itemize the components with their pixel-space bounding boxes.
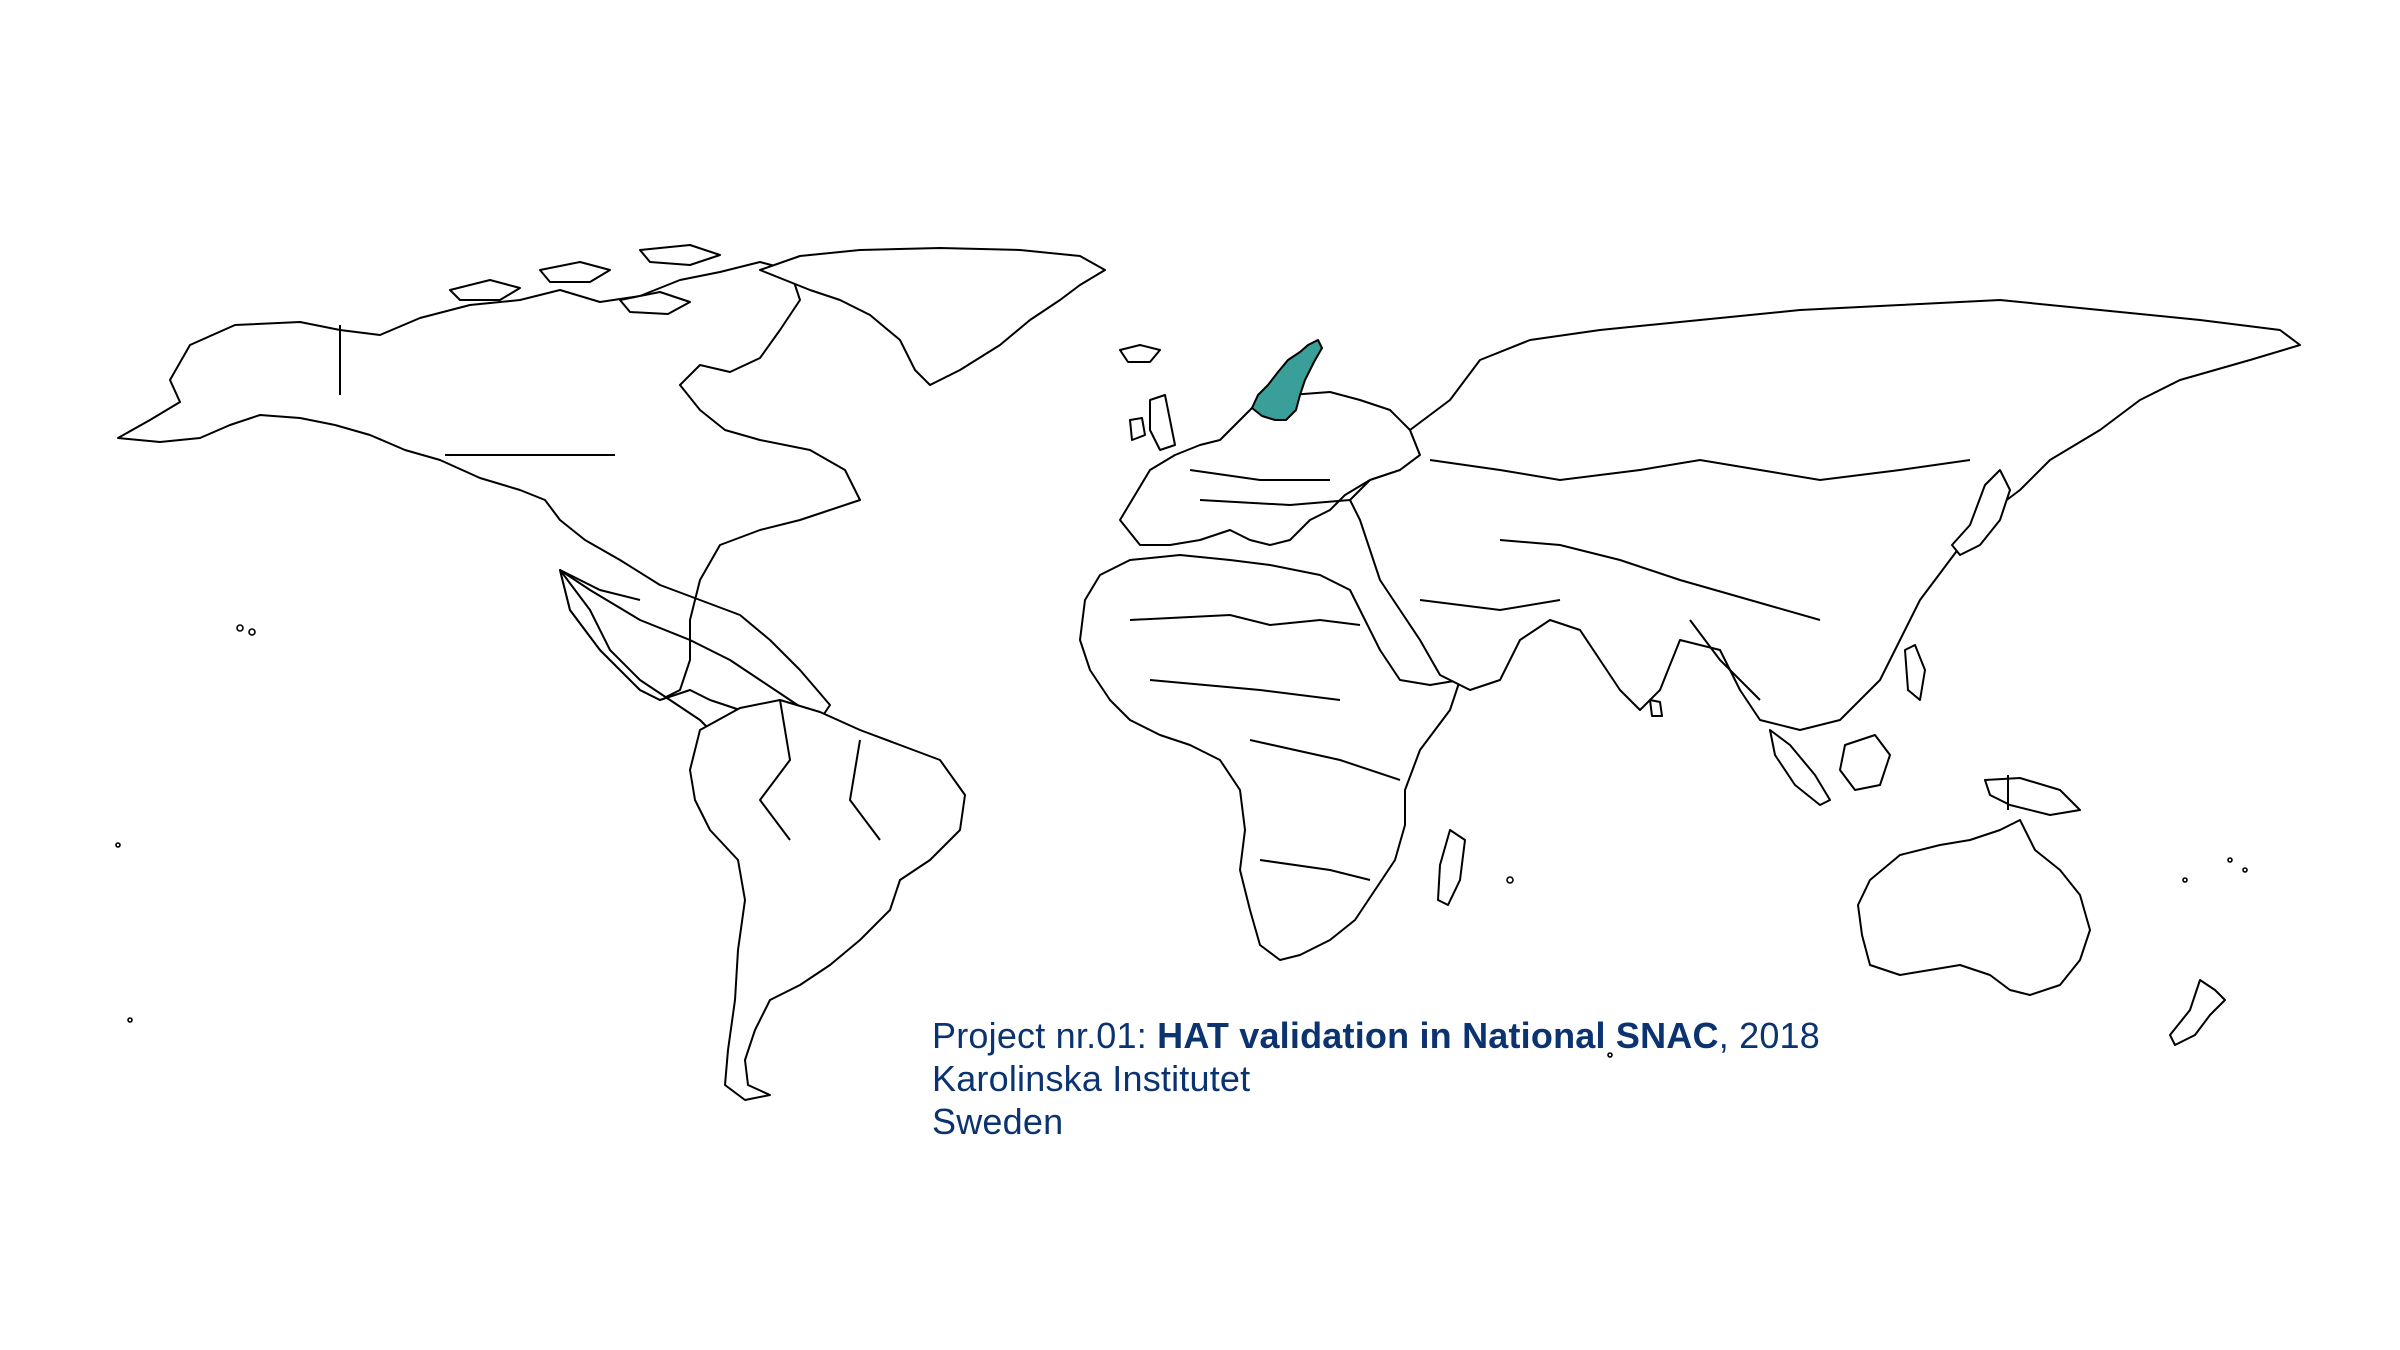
sweden-highlight — [1251, 339, 1323, 421]
greenland-landmass — [759, 247, 1106, 386]
caption-prefix: Project nr.01: — [932, 1015, 1158, 1056]
south-america-landmass — [689, 699, 966, 1101]
arctic-island — [449, 279, 521, 301]
small-islands — [115, 624, 2248, 1058]
caption-country: Sweden — [932, 1101, 1064, 1142]
caption-project-line: Project nr.01: HAT validation in Nationa… — [932, 1014, 1820, 1057]
sri-lanka-landmass — [1649, 699, 1663, 717]
new-zealand-landmass — [2169, 979, 2226, 1046]
borneo-landmass — [1839, 734, 1891, 791]
country-borders — [339, 325, 2009, 881]
north-america-landmass — [117, 261, 861, 721]
asia-landmass — [1349, 299, 2301, 731]
caption-project-title: HAT validation in National SNAC — [1157, 1015, 1719, 1056]
africa-landmass — [1079, 554, 1461, 961]
arctic-island — [619, 291, 691, 315]
caption-suffix: , 2018 — [1718, 1015, 1820, 1056]
iceland-landmass — [1119, 344, 1161, 363]
new-guinea-landmass — [1984, 777, 2081, 816]
ireland-landmass — [1129, 417, 1146, 441]
australia-landmass — [1857, 819, 2091, 996]
map-caption: Project nr.01: HAT validation in Nationa… — [932, 1014, 1820, 1143]
uk-landmass — [1149, 394, 1176, 451]
japan-landmass — [1951, 469, 2011, 556]
arctic-island — [639, 244, 721, 266]
arctic-island — [539, 261, 611, 283]
sumatra-landmass — [1769, 729, 1831, 806]
philippines-landmass — [1904, 644, 1926, 701]
madagascar-landmass — [1437, 829, 1466, 906]
caption-institution: Karolinska Institutet — [932, 1058, 1251, 1099]
